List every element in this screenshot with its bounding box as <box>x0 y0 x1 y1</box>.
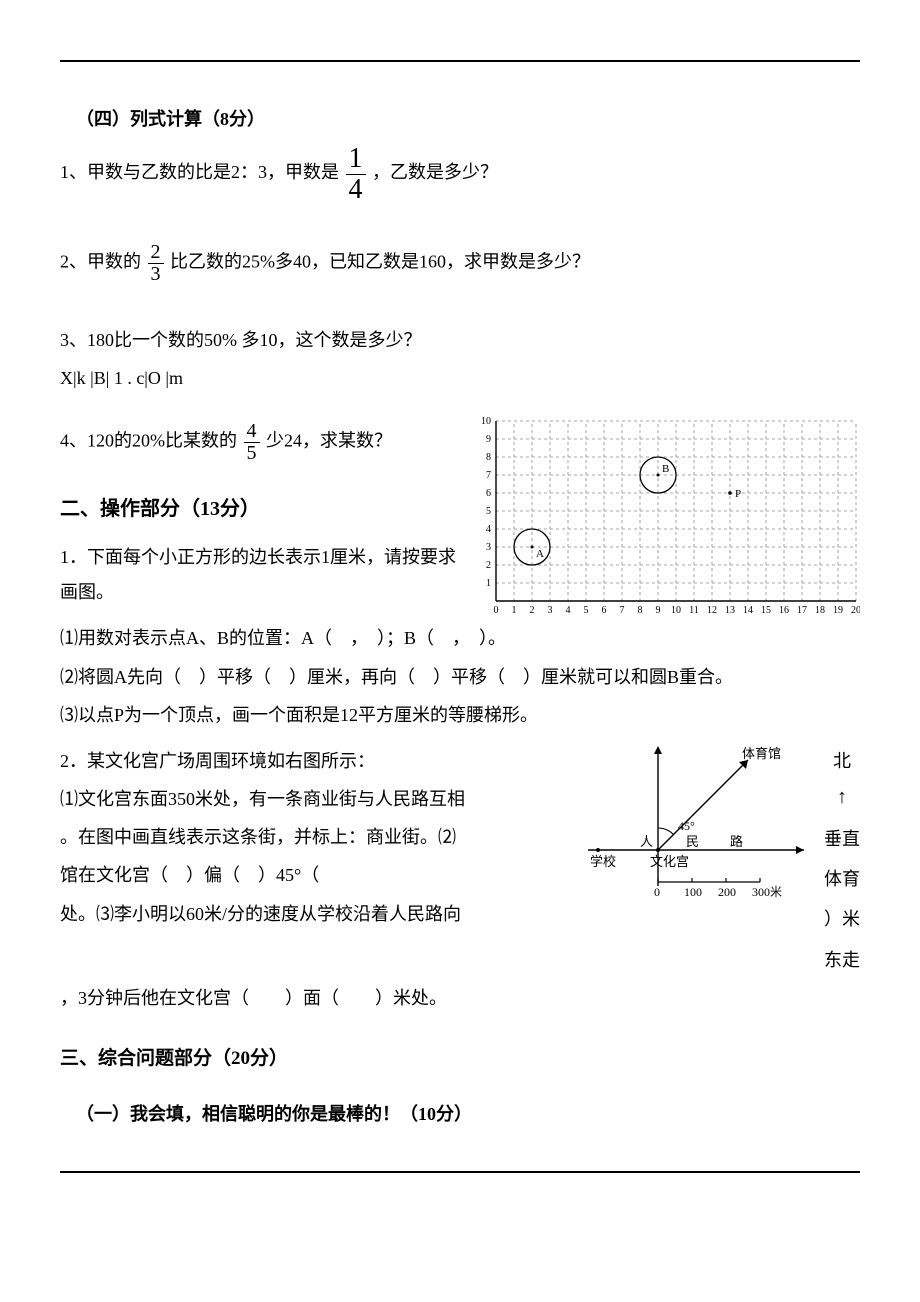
svg-text:13: 13 <box>725 605 735 616</box>
s2-q2-p2c: 处。⑶李小明以60米/分的速度从学校沿着人民路向 <box>60 897 568 931</box>
svg-text:体育馆: 体育馆 <box>742 746 781 761</box>
s2-q1-p2: ⑵将圆A先向（ ）平移（ ）厘米，再向（ ）平移（ ）厘米就可以和圆B重合。 <box>60 660 860 694</box>
section-4-title: （四）列式计算（8分） <box>76 102 860 136</box>
s4-q1: 1、甲数与乙数的比是2：3，甲数是 1 4 ，乙数是多少？ <box>60 144 860 204</box>
svg-text:3: 3 <box>548 605 553 616</box>
s4-q1-post: ，乙数是多少？ <box>372 162 498 182</box>
s4-q3-line2: X|k |B| 1 . c|O |m <box>60 361 860 395</box>
svg-text:1: 1 <box>512 605 517 616</box>
svg-text:11: 11 <box>689 605 699 616</box>
svg-text:5: 5 <box>486 506 491 517</box>
svg-text:9: 9 <box>656 605 661 616</box>
section-3-title: 三、综合问题部分（20分） <box>60 1041 860 1077</box>
svg-text:8: 8 <box>486 452 491 463</box>
svg-text:人: 人 <box>640 834 653 849</box>
section-2-title: 二、操作部分（13分） <box>60 490 466 528</box>
svg-text:300米: 300米 <box>752 885 782 899</box>
svg-text:6: 6 <box>486 488 491 499</box>
wrap-meter: ）米 <box>824 902 860 936</box>
svg-text:2: 2 <box>486 560 491 571</box>
svg-text:4: 4 <box>486 524 491 535</box>
s4-q3-line1: 3、180比一个数的50% 多10，这个数是多少？ <box>60 323 860 357</box>
fraction-4-5: 4 5 <box>242 421 262 464</box>
svg-text:5: 5 <box>584 605 589 616</box>
frac-num: 2 <box>148 242 164 264</box>
s4-q2: 2、甲数的 2 3 比乙数的25%多40，已知乙数是160，求甲数是多少？ <box>60 242 860 285</box>
svg-text:2: 2 <box>530 605 535 616</box>
frac-num: 4 <box>244 421 260 443</box>
svg-text:19: 19 <box>833 605 843 616</box>
svg-text:8: 8 <box>638 605 643 616</box>
frac-num: 1 <box>346 144 366 174</box>
north-char: 北 <box>833 751 851 771</box>
s2-q2-p1a: ⑴文化宫东面350米处，有一条商业街与人民路互相 <box>60 782 568 816</box>
svg-text:14: 14 <box>743 605 753 616</box>
svg-text:10: 10 <box>671 605 681 616</box>
frac-den: 5 <box>244 443 260 464</box>
svg-text:0: 0 <box>494 605 499 616</box>
s2-q2-p2b: 馆在文化宫（ ）偏（ ）45°（ <box>60 858 568 892</box>
fraction-1-4: 1 4 <box>344 144 368 204</box>
frac-den: 4 <box>346 175 366 204</box>
svg-text:0: 0 <box>654 885 660 899</box>
wrap-east: 东走 <box>824 943 860 977</box>
svg-text:16: 16 <box>779 605 789 616</box>
svg-text:7: 7 <box>620 605 625 616</box>
svg-text:3: 3 <box>486 542 491 553</box>
s2-q1-intro: 1．下面每个小正方形的边长表示1厘米，请按要求画图。 <box>60 540 466 608</box>
top-rule <box>60 60 860 62</box>
wrap-sport: 体育 <box>824 862 860 896</box>
grid-chart: 0123456789101112131415161718192012345678… <box>478 417 860 617</box>
frac-den: 3 <box>148 264 164 285</box>
svg-text:17: 17 <box>797 605 807 616</box>
svg-text:7: 7 <box>486 470 491 481</box>
s4-q2-post: 比乙数的25%多40，已知乙数是160，求甲数是多少？ <box>170 252 590 272</box>
s4-q4: 4、120的20%比某数的 4 5 少24，求某数？ <box>60 421 466 464</box>
svg-text:P: P <box>735 488 741 500</box>
bottom-rule <box>60 1171 860 1173</box>
svg-text:18: 18 <box>815 605 825 616</box>
svg-text:路: 路 <box>730 834 743 849</box>
svg-text:学校: 学校 <box>590 854 616 869</box>
svg-text:15: 15 <box>761 605 771 616</box>
section-3-sub1: （一）我会填，相信聪明的你是最棒的！（10分） <box>76 1097 860 1131</box>
s2-q1-p3: ⑶以点P为一个顶点，画一个面积是12平方厘米的等腰梯形。 <box>60 698 860 732</box>
svg-text:200: 200 <box>718 885 736 899</box>
north-label: 北 ↑ <box>824 744 860 816</box>
svg-text:文化宫: 文化宫 <box>650 854 689 869</box>
svg-text:民: 民 <box>686 834 699 849</box>
s4-q2-pre: 2、甲数的 <box>60 252 141 272</box>
svg-text:4: 4 <box>566 605 571 616</box>
north-arrow-icon: ↑ <box>837 786 847 808</box>
svg-text:45°: 45° <box>678 819 695 833</box>
svg-text:12: 12 <box>707 605 717 616</box>
s2-q1-p1: ⑴用数对表示点A、B的位置：A（ ， ）；B（ ， ）。 <box>60 621 860 655</box>
s2-q2-intro: 2．某文化宫广场周围环境如右图所示： <box>60 744 568 778</box>
s4-q1-pre: 1、甲数与乙数的比是2：3，甲数是 <box>60 162 339 182</box>
fraction-2-3: 2 3 <box>146 242 166 285</box>
s4-q4-post: 少24，求某数？ <box>266 431 392 451</box>
svg-text:6: 6 <box>602 605 607 616</box>
svg-text:9: 9 <box>486 434 491 445</box>
svg-text:B: B <box>662 463 669 475</box>
svg-text:100: 100 <box>684 885 702 899</box>
svg-text:1: 1 <box>486 578 491 589</box>
svg-text:10: 10 <box>481 417 491 427</box>
wrap-perp: 垂直 <box>824 822 860 856</box>
svg-text:A: A <box>536 548 544 560</box>
s2-q2-p1b: 。在图中画直线表示这条街，并标上：商业街。⑵ <box>60 820 568 854</box>
map-chart: 45° 体育馆人 民 路学校 文化宫 0 100 200 300米 <box>580 740 810 910</box>
svg-text:20: 20 <box>851 605 860 616</box>
s2-q2-p3b: ，3分钟后他在文化宫（ ）面（ ）米处。 <box>60 981 860 1015</box>
s4-q4-pre: 4、120的20%比某数的 <box>60 431 237 451</box>
